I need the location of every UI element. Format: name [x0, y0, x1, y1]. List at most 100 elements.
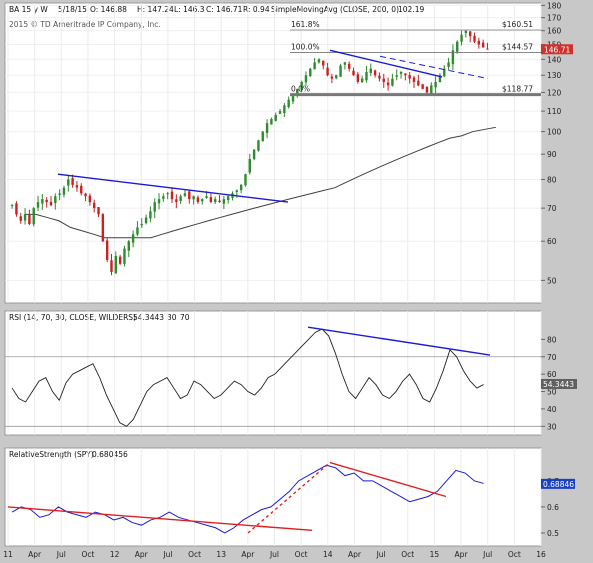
rsi-trendline: [307, 326, 491, 356]
candle-body: [248, 159, 251, 173]
rsi-tick-label: 50: [547, 388, 557, 397]
candle-body: [356, 74, 360, 82]
x-tick-label: 11: [3, 550, 13, 559]
price-tick-label: 120: [547, 88, 562, 97]
candle-body: [317, 59, 321, 63]
price-panel: [4, 2, 542, 304]
x-tick-label: Oct: [81, 550, 94, 559]
rs-tick-label: 0.5: [547, 529, 559, 538]
candle-body: [123, 248, 126, 264]
candle-body: [235, 190, 239, 192]
candle-body: [343, 62, 347, 65]
candle-body: [261, 131, 264, 142]
fib-price-label: $144.57: [502, 42, 533, 51]
rsi-param-70: 70: [180, 313, 190, 322]
rsi-tick-label: 30: [547, 422, 557, 431]
candle-body: [170, 191, 174, 200]
date-label: 5/18/15: [58, 5, 87, 14]
candle-body: [88, 195, 92, 203]
candle-body: [425, 87, 429, 93]
candle-body: [378, 75, 381, 79]
candle-body: [192, 196, 195, 200]
price-trendline-top: [329, 49, 443, 78]
grid-layer: [5, 3, 542, 546]
candle-body: [369, 68, 372, 73]
candle-body: [399, 71, 403, 74]
rs-trendline-long: [7, 506, 313, 532]
rsi-value: 54.3443: [133, 313, 164, 322]
rsi-value-label: 54.3443: [543, 380, 574, 389]
candle-body: [67, 179, 70, 186]
x-tick-label: 13: [216, 550, 226, 559]
candle-body: [97, 207, 100, 215]
candle-body: [188, 191, 191, 200]
candle-body: [179, 196, 182, 201]
candle-body: [486, 48, 489, 50]
candle-body: [347, 63, 351, 69]
candle-body: [451, 50, 455, 65]
price-tick-label: 100: [547, 128, 562, 137]
candle-body: [62, 187, 66, 195]
candle-body: [447, 62, 450, 67]
rsi-tick-label: 80: [547, 335, 557, 344]
candle-body: [412, 77, 416, 82]
candle-body: [157, 199, 161, 204]
candle-body: [257, 140, 260, 151]
candle-body: [218, 200, 221, 203]
rs-value-tag: [541, 478, 575, 489]
x-tick-label: Jul: [269, 550, 279, 559]
candle-body: [36, 202, 40, 208]
candle-body: [417, 80, 420, 86]
indicator-value: 102.19: [398, 5, 424, 14]
fib-level-label: 0.0%: [291, 85, 310, 94]
candle-body: [365, 71, 368, 81]
candle-body: [239, 184, 243, 191]
price-tick-label: 160: [547, 27, 562, 36]
candle-body: [205, 196, 208, 198]
x-tick-label: Apr: [28, 550, 42, 559]
candle-body: [149, 211, 152, 219]
candle-body: [322, 60, 325, 66]
candle-body: [84, 193, 87, 197]
x-tick-label: Oct: [188, 550, 201, 559]
candle-body: [166, 193, 169, 195]
candle-body: [23, 214, 27, 221]
x-tick-label: Apr: [135, 550, 149, 559]
candle-body: [226, 196, 230, 200]
candle-body: [382, 78, 385, 82]
candle-body: [304, 75, 308, 83]
x-tick-label: Apr: [348, 550, 362, 559]
indicator-label[interactable]: SimpleMovingAvg (CLOSE, 200, 0): [271, 5, 399, 14]
candle-body: [201, 199, 204, 202]
candle-body: [434, 81, 437, 88]
candle-body: [443, 68, 446, 77]
candle-body: [278, 111, 282, 114]
candle-body: [421, 84, 424, 89]
candle-body: [386, 82, 390, 86]
rs-label[interactable]: RelativeStrength (SPY): [9, 450, 94, 459]
candle-body: [468, 31, 472, 37]
candle-body: [335, 75, 338, 79]
x-tick-label: Apr: [241, 550, 255, 559]
axes-layer: 11 Apr Jul Oct 12 Apr Jul Oct 13 Apr Jul Oct 14 Apr Ju…: [3, 1, 577, 559]
symbol-label[interactable]: BA 15 y W: [9, 5, 48, 14]
candle-body: [183, 193, 187, 196]
rs-line: [11, 464, 484, 534]
price-tick-label: 130: [547, 71, 562, 80]
x-tick-label: Jul: [376, 550, 386, 559]
price-trendline-long: [57, 173, 289, 203]
candle-body: [71, 178, 74, 185]
candle-body: [326, 67, 329, 76]
rsi-value-tag: [541, 378, 577, 389]
candle-body: [54, 196, 57, 204]
candle-body: [296, 88, 299, 96]
price-tick-label: 140: [547, 55, 562, 64]
candle-body: [110, 260, 113, 272]
price-layer: 161.8% $160.51 100.0% $144.57 0.0% $118.77: [10, 20, 541, 276]
rs-header: RelativeStrength (SPY) 0.680456: [9, 450, 128, 459]
price-tick-label: 90: [547, 150, 557, 159]
price-tick-label: 170: [547, 14, 562, 23]
rsi-label[interactable]: RSI (14, 70, 30, CLOSE, WILDERS): [9, 313, 136, 322]
candle-body: [274, 115, 277, 121]
